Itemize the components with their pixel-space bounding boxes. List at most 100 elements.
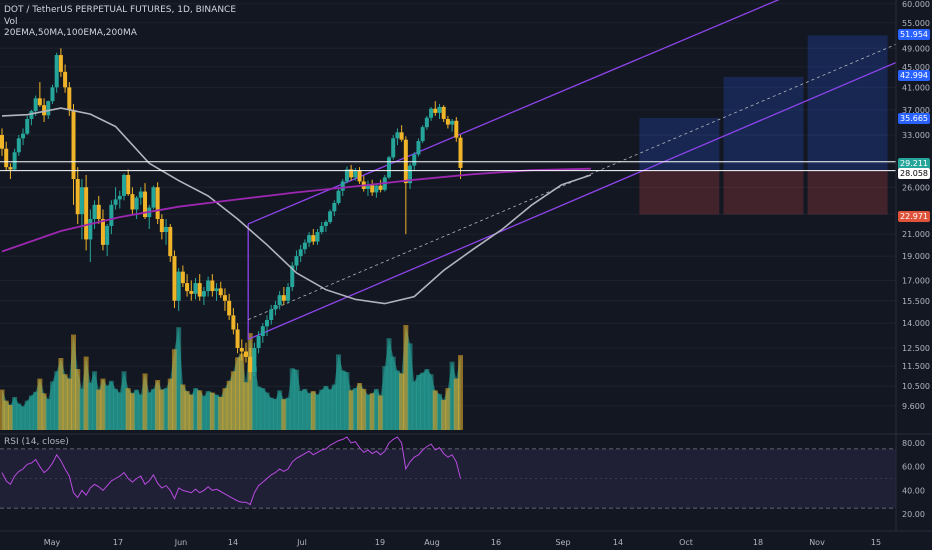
volume-bar (171, 349, 177, 430)
ma-indicator-label[interactable]: 20EMA,50MA,100EMA,200MA (4, 28, 137, 38)
candle-body (84, 187, 89, 240)
candle-body (67, 87, 72, 110)
stop-zone (723, 170, 804, 215)
volume-bar (441, 399, 447, 430)
price-axis-label: 9.600 (902, 402, 925, 411)
candle-body (189, 291, 194, 294)
candle-body (25, 118, 30, 134)
target-zone (807, 35, 888, 171)
price-axis-label: 11.500 (902, 362, 930, 371)
price-axis-label: 15.500 (902, 297, 930, 306)
time-axis-label: 18 (753, 538, 763, 547)
candle-body (370, 184, 375, 193)
volume-bar (79, 388, 85, 430)
candle-body (159, 219, 164, 233)
time-axis-label: 14 (228, 538, 238, 547)
volume-bar (49, 381, 55, 430)
volume-bar (58, 358, 64, 430)
volume-indicator-label[interactable]: Vol (4, 17, 18, 27)
candle-body (395, 132, 400, 139)
volume-bar (129, 393, 135, 430)
price-axis-label: 55.000 (902, 19, 930, 28)
candle-body (88, 219, 93, 240)
volume-bar (146, 392, 152, 430)
candle-body (269, 309, 274, 320)
volume-bar (256, 386, 262, 430)
candle-body (311, 235, 316, 242)
volume-bar (176, 327, 182, 430)
price-axis-label: 26.000 (902, 183, 930, 192)
candle-body (222, 295, 227, 301)
volume-bar (306, 393, 312, 430)
volume-bar (83, 356, 89, 430)
volume-bar (331, 384, 337, 430)
volume-bar (3, 400, 9, 430)
time-axis-label: 16 (491, 538, 501, 547)
volume-bar (167, 378, 173, 430)
candle-body (210, 280, 215, 292)
candle-body (252, 347, 257, 373)
price-axis-label: 19.000 (902, 252, 930, 261)
price-axis-label: 37.000 (902, 106, 930, 115)
volume-bar (28, 395, 34, 430)
volume-bar (180, 384, 186, 430)
candle-body (424, 117, 429, 128)
volume-bar (378, 395, 384, 430)
candle-body (281, 295, 286, 301)
volume-bar (357, 383, 363, 430)
candle-body (117, 195, 122, 200)
volume-bar (92, 371, 98, 430)
volume-bar (243, 382, 249, 430)
time-axis[interactable]: May 17 Jun 14 Jul 19 Aug 16 Sep 14 Oct 18 Nov 15 (0, 530, 932, 547)
price-axis-label: 41.000 (902, 83, 930, 92)
candle-body (206, 280, 211, 292)
target-zone (723, 76, 804, 171)
volume-bar (424, 369, 430, 430)
price-label-target-2: 42.994 (898, 70, 930, 81)
volume-bar (407, 343, 413, 430)
time-axis-label: 17 (113, 538, 123, 547)
moving-averages (1, 107, 592, 305)
volume-bar (235, 357, 241, 430)
stop-zone (807, 170, 888, 215)
volume-bar (45, 399, 51, 430)
price-label-target-3: 51.954 (898, 29, 930, 40)
time-axis-label: 15 (871, 538, 881, 547)
symbol-title[interactable]: DOT / TetherUS PERPETUAL FUTURES, 1D, BI… (4, 5, 237, 15)
volume-bar (390, 356, 396, 430)
candle-body (248, 356, 253, 373)
candle-body (168, 226, 173, 257)
channel-upper-line (247, 0, 780, 225)
volume-bar (134, 389, 140, 430)
rsi-indicator-label[interactable]: RSI (14, close) (4, 437, 69, 447)
candle-body (365, 184, 370, 189)
price-channel (247, 0, 897, 340)
candle-body (134, 197, 139, 210)
candle-body (50, 87, 55, 102)
candle-body (143, 191, 148, 218)
candle-body (172, 256, 177, 301)
volume-bar (113, 388, 119, 430)
candle-body (307, 235, 312, 243)
volume-bar (184, 391, 190, 430)
candle-body (37, 98, 42, 106)
volume-bar (445, 388, 451, 430)
volume-bar (7, 405, 13, 430)
candle-body (243, 351, 248, 357)
volume-bar (336, 354, 342, 430)
ma-line-50ma (1, 107, 592, 305)
candle-body (273, 305, 278, 310)
volume-bar (247, 333, 253, 430)
candle-body (109, 204, 114, 226)
volume-bar (230, 371, 236, 430)
candle-body (46, 101, 51, 116)
candle-body (433, 108, 438, 113)
candle-body (332, 203, 337, 212)
volume-bar (382, 366, 388, 430)
volume-bar (264, 392, 270, 430)
volume-bar (20, 406, 26, 430)
candle-body (441, 106, 446, 119)
candle-body (378, 185, 383, 190)
volume-bar (386, 338, 392, 430)
